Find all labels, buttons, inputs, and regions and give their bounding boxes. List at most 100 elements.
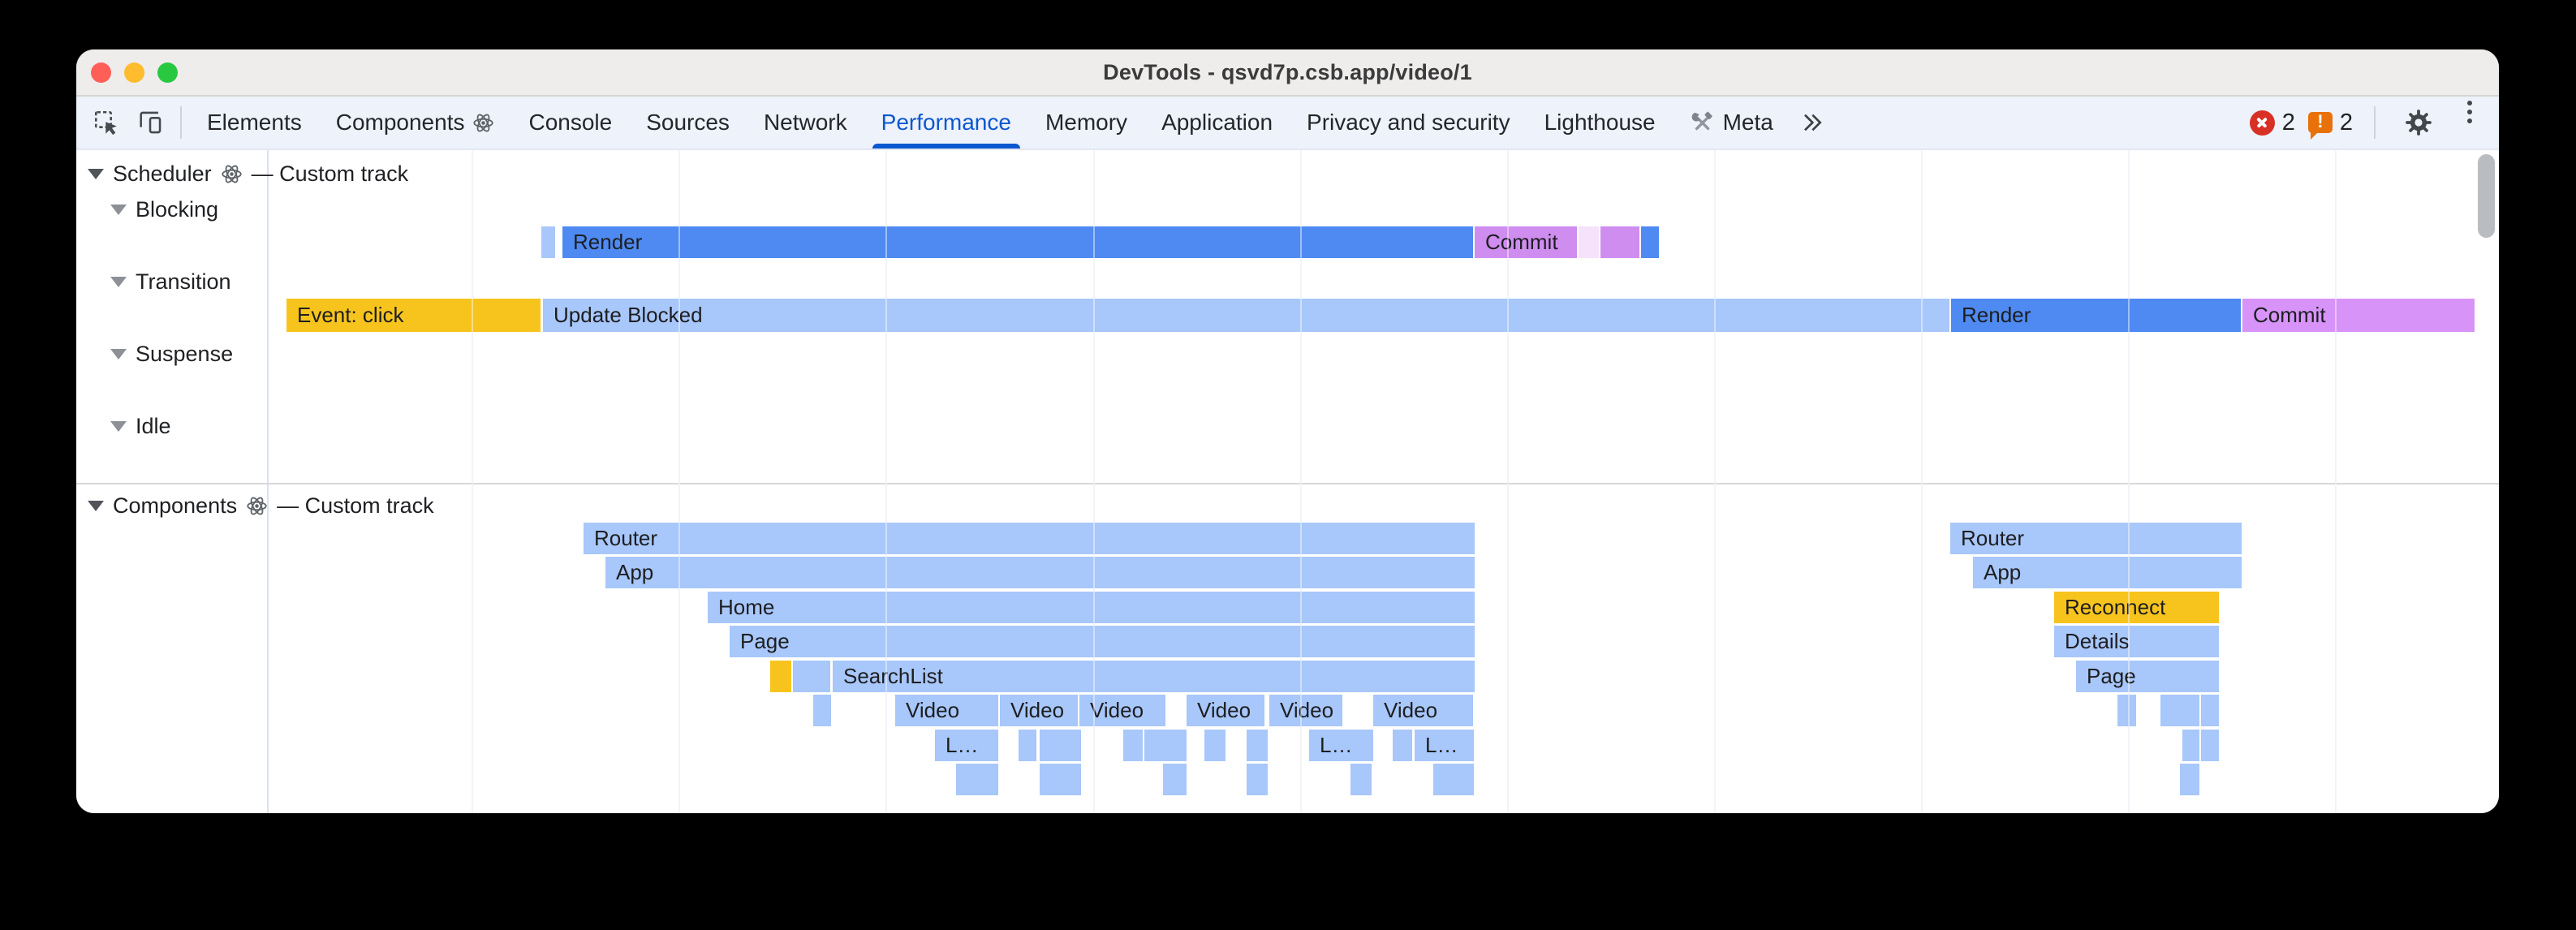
flame-bar-render[interactable]: Render: [1951, 299, 2241, 332]
flame-bar-l[interactable]: L…: [1309, 730, 1373, 761]
react-atom-icon: [472, 112, 494, 134]
tab-memory[interactable]: Memory: [1028, 97, 1144, 149]
tab-label: Application: [1161, 110, 1273, 135]
flame-bar[interactable]: [2201, 730, 2219, 761]
lane-label-suspense[interactable]: Suspense: [110, 341, 233, 367]
flame-bar-video[interactable]: Video: [895, 695, 998, 726]
flame-bar-page[interactable]: Page: [2076, 661, 2219, 692]
flame-bar[interactable]: [2117, 695, 2136, 726]
error-icon: [2249, 110, 2275, 136]
flame-bar[interactable]: [1204, 730, 1226, 761]
flame-bar-reconnect[interactable]: Reconnect: [2054, 592, 2219, 623]
minimize-window-button[interactable]: [124, 62, 144, 83]
tab-lighthouse[interactable]: Lighthouse: [1527, 97, 1673, 149]
flame-bar-render[interactable]: Render: [562, 226, 1473, 258]
bar-label: Video: [1280, 698, 1334, 722]
bar-label: Commit: [2253, 303, 2326, 327]
flame-bar-commit[interactable]: Commit: [2242, 299, 2475, 332]
tab-console[interactable]: Console: [511, 97, 629, 149]
close-window-button[interactable]: [91, 62, 111, 83]
flame-bar[interactable]: [1579, 226, 1599, 258]
flame-bar[interactable]: [1144, 730, 1187, 761]
flame-bar[interactable]: [2160, 695, 2199, 726]
window-titlebar[interactable]: DevTools - qsvd7p.csb.app/video/1: [76, 50, 2499, 97]
flame-bar[interactable]: [813, 695, 831, 726]
bar-label: Video: [1197, 698, 1251, 722]
bar-label: App: [1984, 560, 2022, 584]
tab-sources[interactable]: Sources: [629, 97, 747, 149]
flame-bar-router[interactable]: Router: [1950, 523, 2242, 554]
bar-label: Details: [2065, 629, 2130, 653]
flame-bar[interactable]: [1247, 764, 1268, 795]
more-tabs-button[interactable]: [1790, 101, 1833, 144]
timeline-content[interactable]: Scheduler — Custom track Blocking Transitio…: [76, 150, 2499, 813]
flame-bar[interactable]: [1040, 730, 1081, 761]
flame-bar[interactable]: [1433, 764, 1474, 795]
flame-bar-home[interactable]: Home: [708, 592, 1475, 623]
flame-bar[interactable]: [1019, 730, 1036, 761]
flame-bar[interactable]: [770, 661, 791, 692]
tab-application[interactable]: Application: [1144, 97, 1290, 149]
flame-bar[interactable]: [2182, 730, 2199, 761]
flame-bar[interactable]: [1393, 730, 1412, 761]
flame-bar-video[interactable]: Video: [1079, 695, 1165, 726]
flame-bar[interactable]: [793, 661, 830, 692]
flame-bar-router[interactable]: Router: [584, 523, 1475, 554]
flame-bar[interactable]: [2180, 764, 2199, 795]
tab-privacy-and-security[interactable]: Privacy and security: [1290, 97, 1527, 149]
toggle-device-toolbar-icon[interactable]: [128, 101, 172, 144]
flame-bar-app[interactable]: App: [605, 557, 1475, 588]
flame-bar[interactable]: [1040, 764, 1081, 795]
flame-bar[interactable]: [956, 764, 998, 795]
flame-bar[interactable]: [1163, 764, 1187, 795]
inspect-element-icon[interactable]: [84, 101, 128, 144]
flame-bar-video[interactable]: Video: [1373, 695, 1473, 726]
zoom-window-button[interactable]: [157, 62, 178, 83]
flame-bar[interactable]: [1247, 730, 1268, 761]
flame-bar[interactable]: [1350, 764, 1372, 795]
error-count-badge[interactable]: 2: [2249, 110, 2295, 136]
flame-bar-page[interactable]: Page: [730, 626, 1475, 657]
vertical-scrollbar-thumb[interactable]: [2478, 154, 2495, 238]
bar-label: Video: [1384, 698, 1438, 722]
flame-bar-update-blocked[interactable]: Update Blocked: [543, 299, 1949, 332]
issue-count: 2: [2339, 109, 2353, 136]
track-header-scheduler[interactable]: Scheduler — Custom track: [88, 161, 408, 187]
tab-performance[interactable]: Performance: [864, 97, 1028, 149]
flame-bar-l[interactable]: L…: [1415, 730, 1474, 761]
flame-bar[interactable]: [1123, 730, 1143, 761]
lane-label-transition[interactable]: Transition: [110, 269, 231, 295]
flame-bar[interactable]: [1641, 226, 1659, 258]
more-options-kebab-icon[interactable]: [2453, 101, 2486, 144]
timeline-gridline: [1714, 150, 1716, 813]
flame-bar[interactable]: [2201, 695, 2219, 726]
flame-bar-details[interactable]: Details: [2054, 626, 2219, 657]
flame-bar-video[interactable]: Video: [1269, 695, 1342, 726]
bar-label: Router: [594, 526, 658, 550]
track-section-divider: [76, 483, 2499, 484]
tab-elements[interactable]: Elements: [190, 97, 319, 149]
tab-meta[interactable]: Meta: [1673, 97, 1790, 149]
flame-bar-searchlist[interactable]: SearchList: [833, 661, 1475, 692]
flame-bar-video[interactable]: Video: [1187, 695, 1264, 726]
tab-components[interactable]: Components: [319, 97, 512, 149]
lane-label-blocking[interactable]: Blocking: [110, 196, 218, 222]
tab-network[interactable]: Network: [747, 97, 864, 149]
lane-label-idle[interactable]: Idle: [110, 413, 171, 439]
timeline-gridline-overlay: [1300, 150, 1302, 813]
flame-bar-l[interactable]: L…: [935, 730, 998, 761]
settings-gear-icon[interactable]: [2397, 101, 2440, 144]
flame-bar-app[interactable]: App: [1973, 557, 2242, 588]
bar-label: App: [616, 560, 654, 584]
timeline-gridline: [885, 150, 887, 813]
issue-count-badge[interactable]: 2: [2307, 109, 2353, 140]
bar-label: L…: [1425, 733, 1458, 757]
flame-bar[interactable]: [541, 226, 555, 258]
timeline-gridline-overlay: [678, 150, 680, 813]
collapse-triangle-icon: [88, 500, 104, 511]
flame-bar[interactable]: [1600, 226, 1639, 258]
flame-bar-event-click[interactable]: Event: click: [286, 299, 541, 332]
flame-bar-commit[interactable]: Commit: [1475, 226, 1577, 258]
track-header-components[interactable]: Components — Custom track: [88, 493, 434, 519]
flame-bar-video[interactable]: Video: [1000, 695, 1078, 726]
